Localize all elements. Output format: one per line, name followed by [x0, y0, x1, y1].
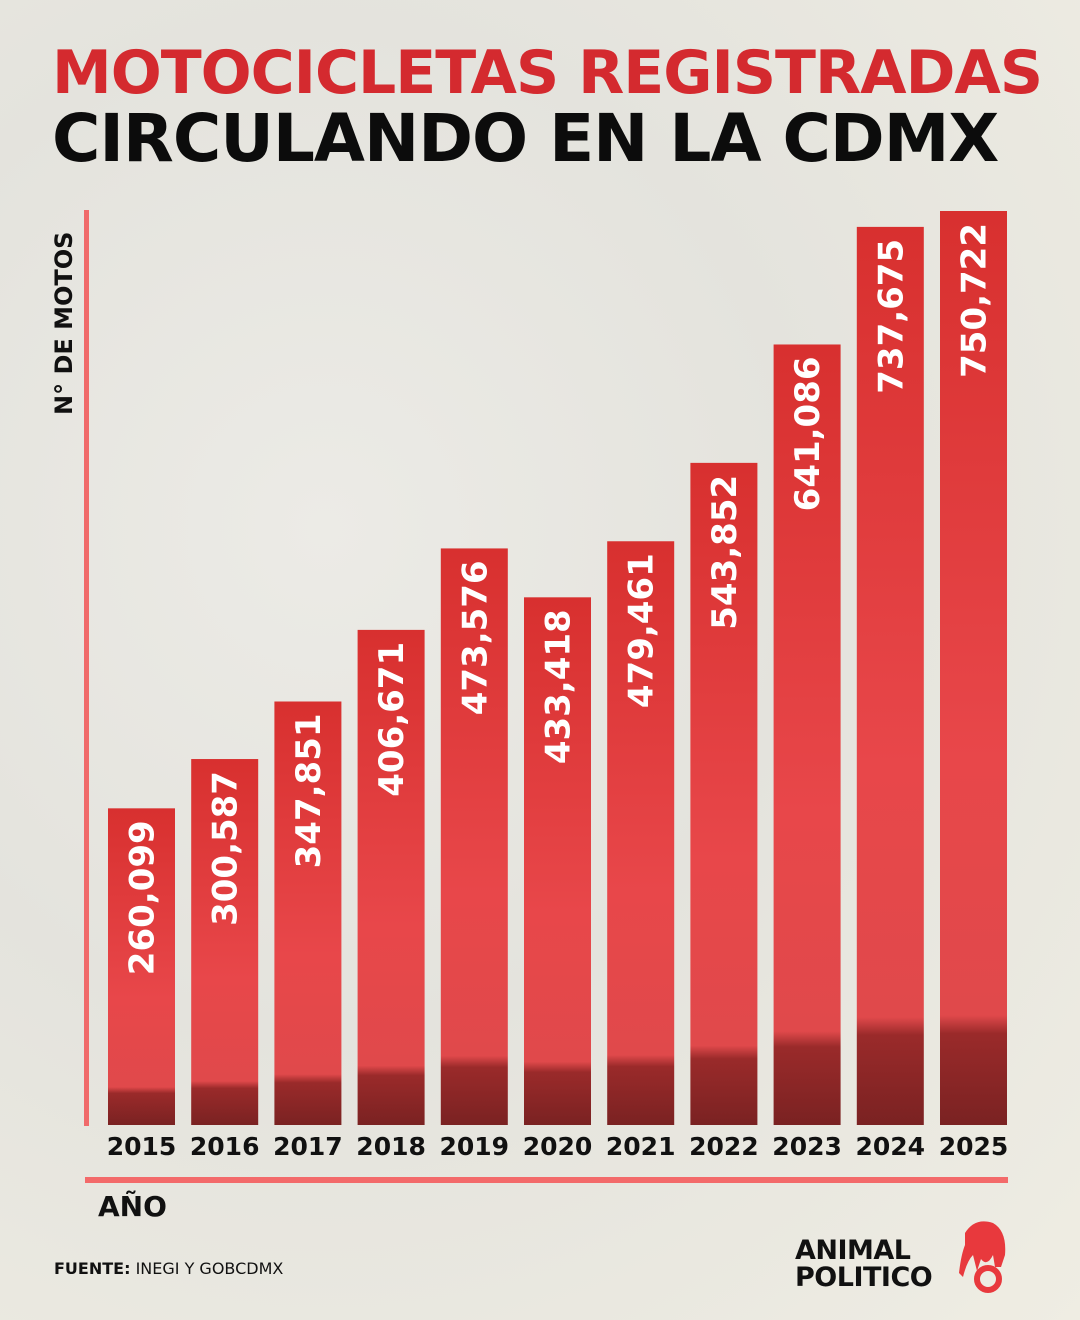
data-label-2021: 479,461 — [622, 553, 662, 708]
x-tick-2018: 2018 — [356, 1132, 426, 1161]
bar-2015 — [108, 808, 175, 1125]
x-tick-2022: 2022 — [689, 1132, 759, 1161]
data-label-2022: 543,852 — [705, 475, 745, 630]
data-label-2023: 641,086 — [788, 356, 828, 511]
data-label-2015: 260,099 — [123, 820, 163, 975]
source-text: INEGI Y GOBCDMX — [130, 1259, 284, 1278]
data-label-2020: 433,418 — [539, 609, 579, 764]
chart-title: MOTOCICLETAS REGISTRADAS — [52, 38, 1043, 108]
data-label-2018: 406,671 — [372, 642, 412, 797]
x-tick-2025: 2025 — [939, 1132, 1009, 1161]
source-note: FUENTE: INEGI Y GOBCDMX — [54, 1259, 283, 1278]
data-label-2019: 473,576 — [455, 560, 495, 715]
source-label: FUENTE: — [54, 1259, 131, 1278]
bar-2021 — [607, 541, 675, 1125]
data-label-2017: 347,851 — [289, 713, 329, 868]
elephant-icon — [959, 1221, 1006, 1293]
x-tick-2015: 2015 — [107, 1132, 177, 1161]
x-tick-2016: 2016 — [190, 1132, 260, 1161]
logo-line1: ANIMAL — [795, 1235, 911, 1266]
data-label-2025: 750,722 — [955, 223, 995, 378]
bar-2018 — [357, 629, 425, 1125]
x-tick-2020: 2020 — [523, 1132, 593, 1161]
bar-2022 — [690, 462, 758, 1125]
data-label-2016: 300,587 — [206, 771, 246, 926]
bar-2025 — [940, 211, 1007, 1125]
x-tick-2019: 2019 — [440, 1132, 510, 1161]
data-label-2024: 737,675 — [871, 239, 911, 394]
x-tick-2023: 2023 — [772, 1132, 842, 1161]
logo-line2: POLITICO — [795, 1262, 933, 1293]
chart-subtitle: CIRCULANDO EN LA CDMX — [52, 100, 999, 177]
bar-2020 — [524, 597, 591, 1125]
y-axis-line — [84, 210, 89, 1126]
bar-2016 — [191, 759, 259, 1125]
animal-politico-logo: ANIMAL POLITICO — [795, 1215, 1010, 1295]
bar-2017 — [274, 701, 342, 1125]
x-tick-2024: 2024 — [856, 1132, 926, 1161]
x-axis-label: AÑO — [98, 1190, 167, 1223]
x-axis-line — [85, 1177, 1008, 1183]
bar-2024 — [856, 226, 924, 1126]
bar-2019 — [440, 548, 508, 1125]
x-tick-2017: 2017 — [273, 1132, 343, 1161]
bar-2023 — [773, 344, 841, 1126]
x-tick-2021: 2021 — [606, 1132, 676, 1161]
